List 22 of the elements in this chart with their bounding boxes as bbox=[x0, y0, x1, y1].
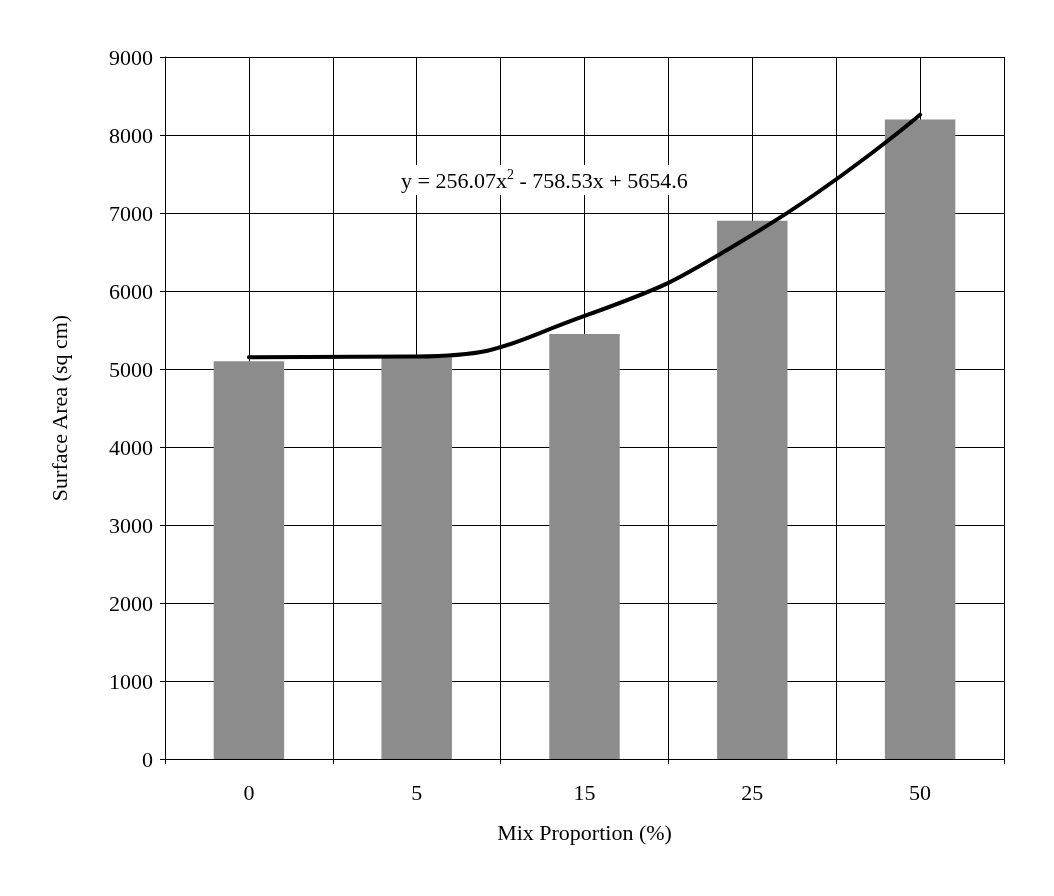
bar bbox=[549, 333, 620, 759]
bar bbox=[884, 119, 956, 759]
x-tick-label: 25 bbox=[741, 779, 764, 805]
x-axis-title: Mix Proportion (%) bbox=[497, 819, 672, 845]
x-tick-label: 15 bbox=[573, 779, 596, 805]
y-tick-label: 5000 bbox=[109, 356, 153, 382]
y-tick-label: 9000 bbox=[109, 44, 153, 70]
y-tick-label: 4000 bbox=[109, 434, 153, 460]
y-tick-label: 0 bbox=[142, 746, 153, 772]
y-tick-label: 2000 bbox=[109, 590, 153, 616]
bar bbox=[381, 357, 452, 759]
y-tick-label: 1000 bbox=[109, 668, 153, 694]
bar bbox=[717, 220, 788, 759]
y-tick-label: 6000 bbox=[109, 278, 153, 304]
bar bbox=[213, 361, 285, 759]
y-tick-label: 3000 bbox=[109, 512, 153, 538]
y-tick-label: 8000 bbox=[109, 122, 153, 148]
x-tick-label: 5 bbox=[411, 779, 423, 805]
x-tick-label: 50 bbox=[909, 779, 932, 805]
x-tick-label: 0 bbox=[243, 779, 255, 805]
y-axis-title: Surface Area (sq cm) bbox=[46, 314, 72, 502]
y-tick-label: 7000 bbox=[109, 200, 153, 226]
